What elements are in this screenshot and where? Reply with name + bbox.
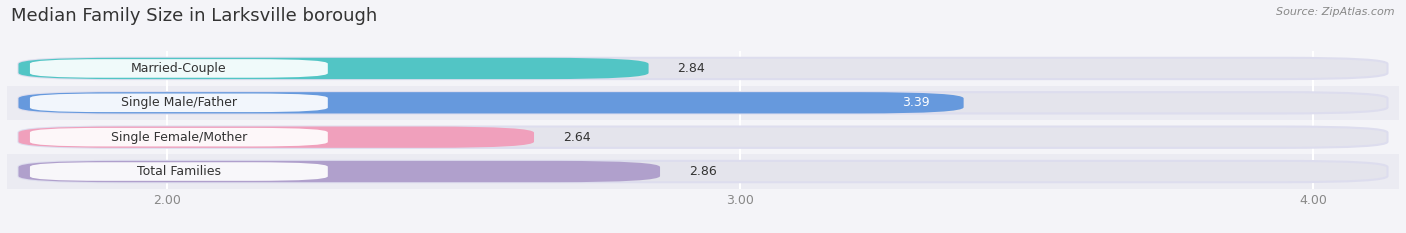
FancyBboxPatch shape [18,92,1388,113]
Text: Total Families: Total Families [136,165,221,178]
Text: Single Female/Mother: Single Female/Mother [111,131,247,144]
Text: 2.64: 2.64 [562,131,591,144]
FancyBboxPatch shape [7,86,1399,120]
Text: Married-Couple: Married-Couple [131,62,226,75]
FancyBboxPatch shape [18,161,659,182]
FancyBboxPatch shape [30,59,328,78]
FancyBboxPatch shape [7,120,1399,154]
Text: 2.84: 2.84 [678,62,704,75]
FancyBboxPatch shape [30,162,328,181]
Text: 2.86: 2.86 [689,165,717,178]
Text: Median Family Size in Larksville borough: Median Family Size in Larksville borough [11,7,377,25]
FancyBboxPatch shape [30,128,328,147]
FancyBboxPatch shape [7,51,1399,86]
Text: 3.39: 3.39 [901,96,929,109]
FancyBboxPatch shape [18,161,1388,182]
FancyBboxPatch shape [18,127,1388,148]
FancyBboxPatch shape [7,154,1399,189]
FancyBboxPatch shape [30,93,328,112]
FancyBboxPatch shape [18,58,648,79]
Text: Single Male/Father: Single Male/Father [121,96,236,109]
Text: Source: ZipAtlas.com: Source: ZipAtlas.com [1277,7,1395,17]
FancyBboxPatch shape [18,58,1388,79]
FancyBboxPatch shape [18,127,534,148]
FancyBboxPatch shape [18,92,963,113]
